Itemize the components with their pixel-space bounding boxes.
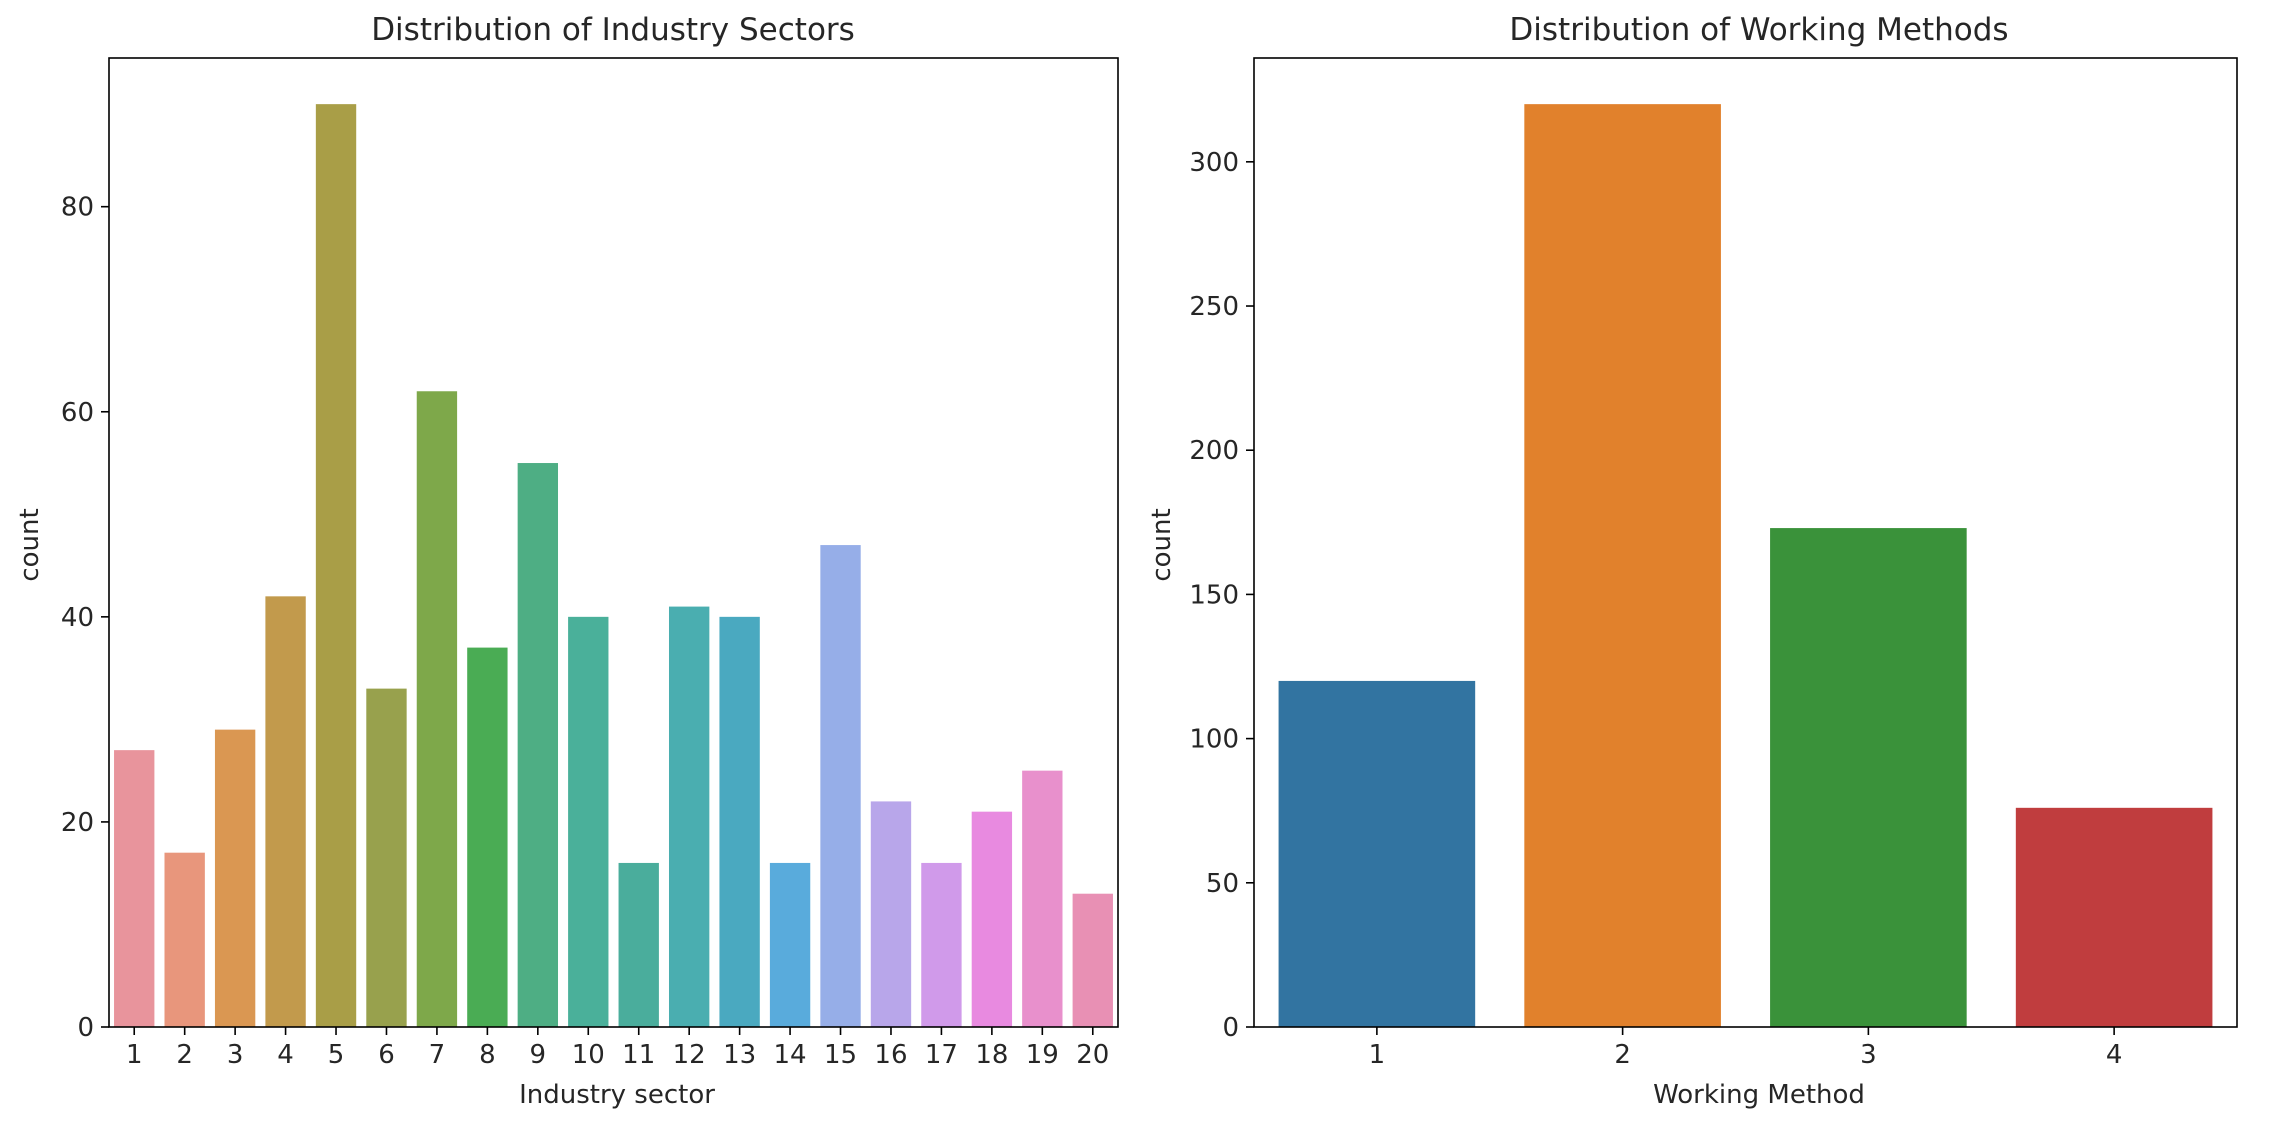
- x-tick-label: 14: [774, 1040, 807, 1070]
- working-method-chart: Distribution of Working Methods Working …: [1147, 12, 2238, 1110]
- x-tick-label: 9: [530, 1040, 547, 1070]
- bar-17: [921, 862, 962, 1027]
- x-tick-label: 4: [277, 1040, 294, 1070]
- y-tick-label: 20: [61, 808, 94, 838]
- x-tick-label: 3: [227, 1040, 244, 1070]
- x-tick-label: 20: [1076, 1040, 1109, 1070]
- chart-title: Distribution of Working Methods: [1509, 12, 2008, 48]
- bars: [1278, 104, 2213, 1027]
- bar-6: [366, 688, 407, 1027]
- bar-13: [719, 616, 760, 1027]
- y-tick-label: 250: [1189, 292, 1239, 322]
- x-tick-label: 8: [479, 1040, 496, 1070]
- x-tick-label: 11: [622, 1040, 655, 1070]
- bar-10: [568, 616, 609, 1027]
- x-tick-label: 16: [874, 1040, 907, 1070]
- bar-11: [618, 862, 659, 1027]
- x-tick-label: 4: [2106, 1040, 2123, 1070]
- industry-sector-chart: Distribution of Industry Sectors Industr…: [15, 12, 1119, 1110]
- bar-2: [164, 852, 205, 1027]
- plot-frame: [108, 57, 1119, 1028]
- y-tick-label: 0: [1222, 1013, 1239, 1043]
- bar-3: [214, 729, 256, 1027]
- x-tick-label: 1: [126, 1040, 143, 1070]
- x-axis-label: Working Method: [1653, 1080, 1865, 1110]
- bar-19: [1022, 770, 1063, 1027]
- bar-15: [820, 545, 861, 1027]
- bar-18: [971, 811, 1013, 1027]
- x-ticks: 1 2 3 4: [1369, 1027, 2123, 1070]
- plot-frame: [1253, 57, 2238, 1028]
- y-ticks: 0 20 40 60 80: [61, 193, 109, 1043]
- x-tick-label: 7: [429, 1040, 446, 1070]
- bar-20: [1072, 893, 1113, 1027]
- y-tick-label: 80: [61, 193, 94, 223]
- x-ticks: 1 2 3 4 5 6 7 8 9 10 11 12 13 14 15 16 17 18 19 20: [126, 1027, 1109, 1070]
- bar-2: [1524, 104, 1721, 1027]
- bar-16: [870, 801, 912, 1027]
- bar-5: [315, 104, 357, 1027]
- x-tick-label: 13: [723, 1040, 756, 1070]
- y-tick-label: 200: [1189, 436, 1239, 466]
- y-tick-label: 100: [1189, 725, 1239, 755]
- bar-1: [114, 750, 155, 1027]
- x-tick-label: 3: [1860, 1040, 1877, 1070]
- y-axis-label: count: [15, 508, 45, 581]
- y-tick-label: 300: [1189, 148, 1239, 178]
- bar-9: [517, 463, 559, 1027]
- x-tick-label: 15: [824, 1040, 857, 1070]
- x-axis-label: Industry sector: [519, 1080, 715, 1110]
- bar-4: [265, 596, 306, 1027]
- x-tick-label: 5: [328, 1040, 345, 1070]
- x-tick-label: 10: [572, 1040, 605, 1070]
- x-tick-label: 18: [975, 1040, 1008, 1070]
- x-tick-label: 6: [378, 1040, 395, 1070]
- bar-3: [1770, 528, 1967, 1027]
- x-tick-label: 17: [925, 1040, 958, 1070]
- x-tick-label: 19: [1026, 1040, 1059, 1070]
- bar-8: [467, 647, 508, 1027]
- bar-7: [416, 391, 458, 1027]
- y-tick-label: 0: [77, 1013, 94, 1043]
- bar-1: [1278, 680, 1476, 1027]
- bar-14: [769, 862, 811, 1027]
- y-tick-label: 40: [61, 603, 94, 633]
- y-tick-label: 50: [1206, 869, 1239, 899]
- bar-12: [668, 606, 710, 1027]
- bar-4: [2015, 807, 2213, 1027]
- chart-title: Distribution of Industry Sectors: [371, 12, 855, 48]
- x-tick-label: 12: [673, 1040, 706, 1070]
- x-tick-label: 2: [1614, 1040, 1631, 1070]
- y-tick-label: 60: [61, 398, 94, 428]
- bars: [114, 104, 1113, 1027]
- x-tick-label: 1: [1369, 1040, 1386, 1070]
- y-tick-label: 150: [1189, 580, 1239, 610]
- y-ticks: 0 50 100 150 200 250 300: [1189, 148, 1254, 1043]
- x-tick-label: 2: [176, 1040, 193, 1070]
- y-axis-label: count: [1147, 508, 1177, 581]
